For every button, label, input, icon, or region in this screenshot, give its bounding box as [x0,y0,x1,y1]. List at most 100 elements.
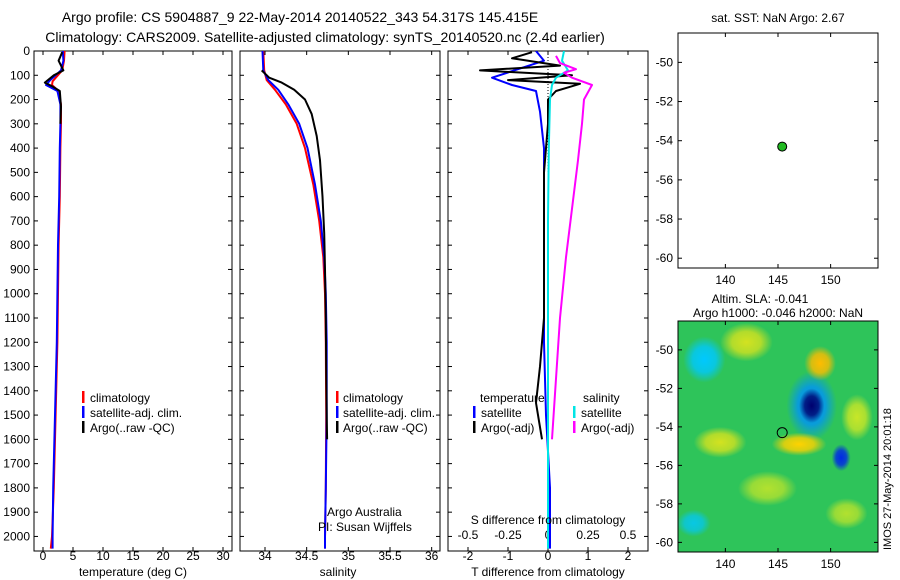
longitude-tick-label: 145 [768,273,788,287]
salinity-tick-label: 35.5 [378,549,402,563]
sla-anomaly-blob [678,509,711,537]
latitude-tick-label: -54 [656,420,674,434]
figure-subtitle: Climatology: CARS2009. Satellite-adjuste… [45,29,605,45]
temperature-tick-label: 20 [156,549,170,563]
t-difference-x-axis: -2 -1 0 1 2 [463,51,632,563]
depth-tick-label: 400 [10,141,30,155]
s-difference-tick-label: 0.5 [620,528,637,542]
legend-s-argo-label: Argo(-adj) [581,421,634,435]
salinity-legend: climatology satellite-adj. clim. Argo(..… [336,391,435,435]
depth-tick-label: 1500 [3,408,30,422]
credit-organisation: Argo Australia [327,505,402,519]
temperature-x-axis: 0 5 10 15 20 25 30 [40,51,230,563]
legend-t-satellite-swatch [473,406,476,418]
salinity-tick-label: 34 [258,549,272,563]
t-difference-axis-label: T difference from climatology [471,565,625,579]
latitude-tick-label: -56 [656,458,674,472]
temperature-tick-label: 0 [40,549,47,563]
sla-anomaly-blob [799,388,825,424]
sla-anomaly-blob [804,346,836,381]
salinity-series [261,51,329,549]
sst-map-frame [677,32,879,269]
temperature-legend: climatology satellite-adj. clim. Argo(..… [82,391,182,435]
t-difference-tick-label: 0 [545,549,552,563]
legend-climatology-swatch [336,391,339,403]
latitude-tick-label: -50 [656,343,674,357]
difference-legend: temperature salinity satellite Argo(-adj… [473,391,634,435]
latitude-tick-label: -60 [656,251,674,265]
sla-anomaly-blob [683,336,726,383]
depth-tick-label: 300 [10,117,30,131]
legend-climatology-swatch [82,391,85,403]
longitude-tick-label: 140 [715,557,735,571]
longitude-tick-label: 140 [715,273,735,287]
temperature-tick-label: 10 [96,549,110,563]
series-s-argo-adj-line [551,55,593,440]
depth-tick-label: 1000 [3,287,30,301]
latitude-tick-label: -56 [656,173,674,187]
latitude-tick-label: -54 [656,134,674,148]
credit-pi: PI: Susan Wijffels [318,520,412,534]
difference-panel: -2 -1 0 1 2 -0.5 -0.25 0 0.25 0.5 temperature sa… [447,50,649,579]
latitude-tick-label: -52 [656,381,674,395]
salinity-x-axis: 34 34.5 35 35.5 36 [258,51,439,563]
series-t-argo-adj-line [479,51,581,440]
depth-tick-label: 700 [10,214,30,228]
temperature-tick-label: 15 [126,549,140,563]
depth-tick-label: 2000 [3,529,30,543]
legend-s-satellite-swatch [573,406,576,418]
sla-map-axes: 140 145 150 -50 -52 -54 -56 -58 -60 [656,321,878,571]
sla-title: Altim. SLA: -0.041 [712,292,809,306]
sla-anomaly-blob [738,471,797,506]
sst-map-title: sat. SST: NaN Argo: 2.67 [711,11,845,25]
legend-s-argo-swatch [573,421,576,433]
sla-anomaly-blob [825,498,868,529]
series-satellite-adj-clim-line [261,51,328,549]
legend-salinity-title: salinity [583,391,620,405]
temperature-series [43,51,66,549]
salinity-tick-label: 36 [425,549,439,563]
figure-title: Argo profile: CS 5904887_9 22-May-2014 2… [62,9,538,25]
legend-satellite-swatch [82,406,85,418]
depth-tick-label: 0 [23,44,30,58]
temperature-tick-label: 25 [186,549,200,563]
s-difference-tick-label: 0.25 [576,528,600,542]
series-satellite-adj-clim-line [45,51,65,549]
t-difference-tick-label: -2 [463,549,474,563]
sla-heatmap-field [678,322,873,537]
argo-float-marker [777,141,788,152]
temperature-tick-label: 30 [216,549,230,563]
depth-tick-label: 1200 [3,335,30,349]
legend-t-argo-label: Argo(-adj) [481,421,534,435]
sla-map-panel: Altim. SLA: -0.041 Argo h1000: -0.046 h2… [656,292,879,571]
depth-tick-label: 600 [10,190,30,204]
legend-climatology-label: climatology [343,391,403,405]
s-difference-tick-label: -0.25 [494,528,522,542]
salinity-axes-frame [239,50,441,552]
imos-timestamp-label: IMOS 27-May-2014 20:01:18 [882,408,894,550]
t-difference-tick-label: 1 [585,549,592,563]
salinity-panel: 34 34.5 35 35.5 36 climatology satellite-adj… [239,50,441,579]
depth-axis: 0 100 200 300 400 500 600 700 800 900 1000 1100 1200… [3,44,232,543]
legend-climatology-label: climatology [90,391,150,405]
depth-tick-label: 500 [10,165,30,179]
depth-tick-label: 900 [10,262,30,276]
depth-tick-label: 1700 [3,457,30,471]
legend-argo-label: Argo(..raw -QC) [90,421,175,435]
temperature-panel: 0100200300400500600700800900100011001200… [3,44,233,579]
sla-anomaly-blob [831,444,851,472]
latitude-tick-label: -50 [656,55,674,69]
s-difference-tick-label: -0.5 [458,528,479,542]
t-difference-tick-label: -1 [503,549,514,563]
legend-satellite-label: satellite-adj. clim. [343,406,435,420]
longitude-tick-label: 150 [821,273,841,287]
depth-tick-label: 1600 [3,432,30,446]
legend-satellite-label: satellite-adj. clim. [90,406,182,420]
depth-tick-label: 800 [10,238,30,252]
temperature-tick-label: 5 [70,549,77,563]
difference-y-ticks [448,50,648,537]
legend-argo-swatch [336,421,339,433]
latitude-tick-label: -52 [656,95,674,109]
difference-series [479,51,593,549]
